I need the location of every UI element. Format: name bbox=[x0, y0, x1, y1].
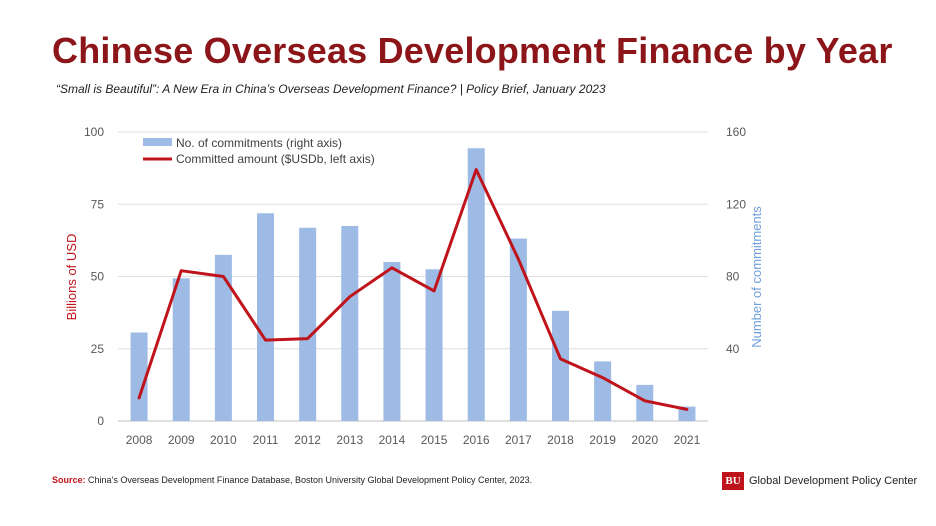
source-separator: : bbox=[82, 475, 86, 485]
source-text: China’s Overseas Development Finance Dat… bbox=[85, 475, 533, 485]
right-axis-ticks: 40 80 120 160 bbox=[726, 125, 746, 356]
bar-2018 bbox=[552, 310, 569, 421]
line-point-2009 bbox=[180, 269, 183, 272]
bar-2009 bbox=[172, 278, 190, 421]
x-tick-label: 2021 bbox=[674, 433, 701, 447]
right-tick-label: 120 bbox=[726, 197, 746, 211]
left-tick-label: 100 bbox=[84, 125, 104, 139]
bar-2015 bbox=[425, 269, 443, 421]
line-point-2017 bbox=[517, 257, 520, 261]
page-subtitle: “Small is Beautiful”: A New Era in China… bbox=[56, 82, 606, 96]
x-tick-label: 2016 bbox=[463, 433, 490, 447]
bu-logo: BU bbox=[722, 472, 744, 490]
legend-bar-label: No. of commitments (right axis) bbox=[176, 136, 342, 150]
x-tick-label: 2019 bbox=[589, 433, 616, 447]
x-tick-label: 2020 bbox=[631, 433, 658, 447]
legend: No. of commitments (right axis) Committe… bbox=[143, 136, 375, 166]
left-axis-title: Billions of USD bbox=[64, 234, 79, 321]
bar-2013 bbox=[341, 225, 359, 421]
line-point-2011 bbox=[264, 338, 267, 342]
right-axis-title: Number of commitments bbox=[749, 206, 764, 348]
bar-2020 bbox=[636, 384, 654, 421]
bar-2008 bbox=[130, 332, 148, 421]
left-tick-label: 0 bbox=[97, 414, 104, 428]
gridlines bbox=[118, 131, 708, 422]
x-tick-label: 2018 bbox=[547, 433, 574, 447]
brand-name: Global Development Policy Center bbox=[749, 475, 918, 487]
bar-2014 bbox=[383, 262, 401, 421]
x-axis-ticks: 2008 2009 2010 2011 2012 2013 2014 2015 2016 2017… bbox=[126, 433, 701, 447]
right-tick-label: 80 bbox=[726, 270, 740, 284]
source-note: Source: China’s Overseas Development Fin… bbox=[52, 475, 532, 485]
bar-2010 bbox=[214, 254, 232, 421]
line-point-2014 bbox=[390, 266, 394, 270]
right-tick-label: 160 bbox=[726, 125, 746, 139]
bar-2021 bbox=[678, 406, 696, 421]
left-tick-label: 75 bbox=[91, 197, 105, 211]
page-title: Chinese Overseas Development Finance by … bbox=[52, 30, 893, 71]
bar-2017 bbox=[509, 238, 527, 421]
line-point-2020 bbox=[643, 399, 646, 402]
bar-2016 bbox=[467, 148, 485, 421]
x-tick-label: 2014 bbox=[379, 433, 406, 447]
x-tick-label: 2015 bbox=[421, 433, 448, 447]
line-point-2019 bbox=[601, 376, 604, 379]
line-point-2021 bbox=[685, 408, 689, 411]
committed-amount-line bbox=[137, 168, 689, 411]
line-point-2008 bbox=[137, 396, 141, 400]
x-tick-label: 2009 bbox=[168, 433, 195, 447]
line-point-2015 bbox=[432, 289, 436, 293]
x-tick-label: 2017 bbox=[505, 433, 532, 447]
line-point-2010 bbox=[222, 275, 225, 278]
x-tick-label: 2011 bbox=[253, 433, 279, 447]
line-point-2018 bbox=[559, 357, 562, 361]
bar-2019 bbox=[594, 361, 612, 421]
bar-2011 bbox=[257, 213, 274, 421]
x-tick-label: 2008 bbox=[126, 433, 153, 447]
line-point-2013 bbox=[348, 295, 351, 298]
left-tick-label: 50 bbox=[91, 270, 105, 284]
line-series bbox=[137, 168, 689, 411]
line-point-2012 bbox=[306, 337, 309, 340]
x-tick-label: 2013 bbox=[336, 433, 363, 447]
legend-bar-swatch bbox=[143, 138, 172, 146]
brand: BU Global Development Policy Center bbox=[722, 472, 917, 490]
bar-2012 bbox=[299, 227, 317, 421]
line-point-2016 bbox=[475, 168, 478, 171]
left-tick-label: 25 bbox=[91, 342, 105, 356]
right-tick-label: 40 bbox=[726, 342, 740, 356]
x-tick-label: 2012 bbox=[294, 433, 321, 447]
legend-line-label: Committed amount ($USDb, left axis) bbox=[176, 152, 375, 166]
x-tick-label: 2010 bbox=[210, 433, 237, 447]
bars bbox=[130, 148, 696, 421]
source-label: Source bbox=[52, 475, 83, 485]
left-axis-ticks: 0 25 50 75 100 bbox=[84, 125, 104, 428]
